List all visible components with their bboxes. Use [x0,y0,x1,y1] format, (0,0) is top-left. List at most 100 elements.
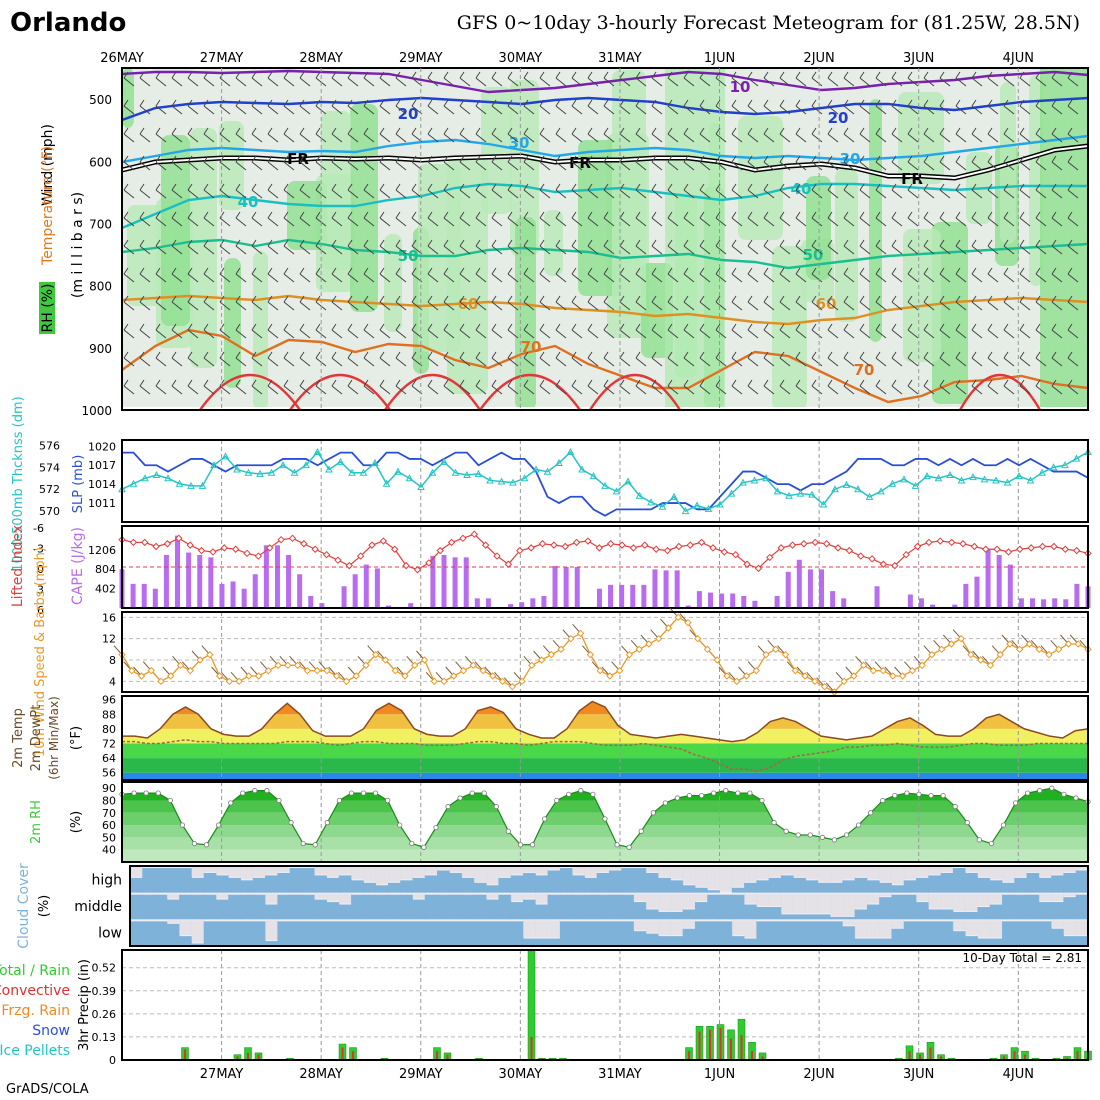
wind-speed-marker [928,650,936,659]
wind-barb-staff [331,385,343,395]
thickness-marker [612,487,621,495]
wind-barb-flag [379,239,385,247]
wind-barb [763,379,775,395]
wind-speed-marker [674,613,682,622]
wind-barb-staff [523,301,535,311]
wind-barb-flag [987,155,993,163]
rh-marker [650,810,656,816]
cloud-clear-bar [928,893,942,909]
wind-barb [955,267,967,283]
wind-barb-flag [363,295,369,303]
wind-barb-staff [379,245,391,255]
li-marker [834,544,842,552]
rh-marker [276,797,282,804]
cloud-clear-bar [203,867,217,872]
wind-barb [747,239,759,255]
cloud-middle-bar [645,909,659,920]
isotherm-label: 10 [730,78,751,96]
wind-barb [203,239,215,255]
rh-marker [566,791,572,797]
cloud-low-bar [891,928,905,946]
wind-barb-staff [523,189,535,199]
wind-barb-staff [747,245,759,255]
pressure-tick-label: 700 [89,217,112,231]
cloud-clear-bar [719,867,733,892]
wind-barb-flag [907,211,913,219]
cloud-high-bar [952,868,966,893]
wind-barb [715,267,727,283]
wind-barb-flag [155,295,161,303]
wind-speed-marker [684,618,692,627]
wind-speed-marker [274,661,282,670]
wind-barb [635,155,647,171]
cloud-clear-bar [768,867,782,877]
thickness-marker [739,478,747,486]
wind-barb [331,267,343,283]
wind-barb-flag [1019,295,1025,303]
slp-line [122,451,1089,517]
isotherm-label: FR [287,150,309,168]
cloud-clear-bar [903,867,917,880]
wind-barb-staff [283,133,295,143]
wind-barb-flag [171,127,177,135]
thickness-marker [808,490,816,498]
wind-barb-staff [187,329,199,339]
wind-barb-staff [603,357,615,367]
wind-barb-staff [219,385,231,395]
wind-speed-marker [186,666,195,675]
wind-barb [603,267,615,283]
wind-barb-staff [635,189,647,199]
li-marker [413,566,422,574]
wind-speed-marker [215,672,224,680]
wind-barb-flag [331,99,337,107]
wind-barb [283,155,295,171]
cloud-low-bar [142,921,156,946]
wind-barb [571,99,583,115]
wind-barb-flag [523,379,529,387]
date-label-bottom: 4JUN [1003,1067,1034,1082]
wind-barb-flag [347,211,353,219]
wind-barb-flag [619,379,625,387]
cloud-clear-bar [1038,867,1052,877]
wind-barb-staff [619,105,631,115]
wind-barb-flag [523,267,529,275]
cape-bar [608,584,614,608]
cloud-low-bar [658,936,671,946]
wind-barb [955,155,967,171]
wind-barb [395,323,407,339]
wind-barb-staff [1067,301,1079,311]
wind-barb-staff [1067,105,1079,115]
thickness-marker [773,487,782,495]
rh-marker [312,842,318,848]
wind-barb-staff [875,217,887,227]
wind-barb-staff [683,273,695,283]
wind-speed-marker [225,677,234,686]
wind-barb-staff [843,105,855,115]
wind-barb [491,239,503,255]
wind-barb-staff [1035,245,1047,255]
wind-barb [251,99,263,115]
cloud-high-bar [424,875,438,893]
wind-barb-flag [779,71,785,79]
wind-barb-staff [923,245,935,255]
rh-band [122,849,1088,862]
wind-speed-marker [791,666,799,675]
cloud-high-bar [780,875,794,893]
wind-barb-staff [555,133,567,143]
wind-barb-staff [827,329,839,339]
cloud-middle-bar [351,894,364,920]
wind-barb [603,99,615,115]
wind-barb-staff [731,273,743,283]
wind-barb-staff [731,357,743,367]
wind-barb [1067,183,1079,199]
wind-speed-marker [547,650,556,659]
wind-barb-staff [971,301,983,311]
wind-barb [635,295,647,311]
wind-barb-flag [635,295,641,303]
wind-barb-staff [843,385,855,395]
cloud-clear-bar [1075,867,1089,870]
wind-barb-flag [811,351,817,359]
wind-speed-marker [176,661,185,670]
wind-barb [699,211,711,227]
rh-marker [843,832,850,838]
